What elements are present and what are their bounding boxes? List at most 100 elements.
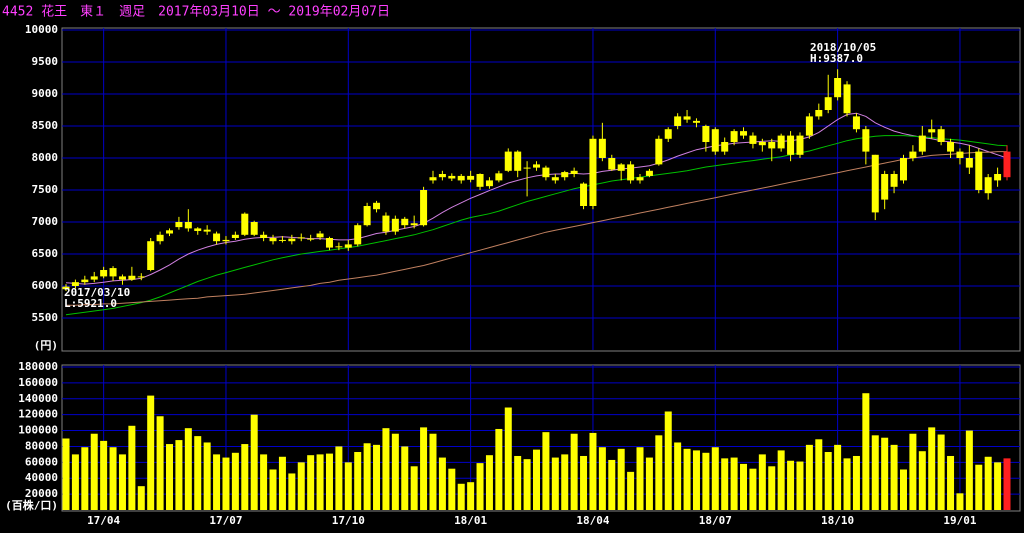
volume-bar xyxy=(62,438,70,510)
volume-bar xyxy=(561,454,569,510)
y-tick-label: 120000 xyxy=(18,408,58,421)
candle-body xyxy=(147,241,155,270)
candle-body xyxy=(429,177,437,181)
candle-body xyxy=(175,222,183,228)
volume-bar xyxy=(325,453,333,510)
candle-body xyxy=(711,129,719,152)
volume-bar xyxy=(194,436,202,510)
volume-bar xyxy=(702,452,710,510)
candle-body xyxy=(909,151,917,158)
volume-bar xyxy=(542,432,550,510)
y-tick-label: 6500 xyxy=(32,247,59,260)
y-tick-label: 5500 xyxy=(32,311,59,324)
volume-bar xyxy=(260,454,268,510)
candle-body xyxy=(495,173,503,181)
volume-bar xyxy=(994,462,1002,510)
volume-bar xyxy=(250,414,258,510)
candle-body xyxy=(213,233,221,242)
candle-body xyxy=(391,218,399,232)
volume-bar xyxy=(514,455,522,510)
candle-body xyxy=(278,239,286,241)
volume-bar xyxy=(335,446,343,510)
candle-body xyxy=(344,244,352,248)
y-tick-label: 140000 xyxy=(18,392,58,405)
volume-bar xyxy=(523,459,531,510)
candle-body xyxy=(645,170,653,176)
candle-body xyxy=(184,222,192,229)
volume-bar xyxy=(768,466,776,510)
candle-body xyxy=(636,177,644,181)
volume-bar xyxy=(118,454,126,510)
y-axis-label: (円) xyxy=(34,339,58,352)
candle-body xyxy=(476,174,484,187)
moving-average-line xyxy=(65,135,1008,316)
volume-bar xyxy=(391,433,399,510)
candle-body xyxy=(250,222,258,235)
candle-body xyxy=(815,110,823,117)
candle-body xyxy=(523,167,531,169)
x-tick-label: 19/01 xyxy=(943,514,976,527)
volume-bar xyxy=(203,442,211,510)
volume-bar xyxy=(617,448,625,510)
candle-body xyxy=(598,138,606,158)
candle-body xyxy=(768,142,776,149)
volume-bar xyxy=(457,483,465,510)
volume-bar xyxy=(363,443,371,510)
y-tick-label: 9000 xyxy=(32,87,59,100)
volume-bar xyxy=(909,433,917,510)
candle-body xyxy=(316,233,324,238)
candle-body xyxy=(890,174,898,187)
volume-bar xyxy=(269,469,277,510)
volume-bar xyxy=(316,454,324,510)
moving-average-line xyxy=(66,151,1007,306)
volume-bar xyxy=(137,486,145,510)
candle-body xyxy=(542,167,550,178)
candle-body xyxy=(655,138,663,165)
volume-bar xyxy=(937,434,945,510)
volume-bar xyxy=(551,457,559,510)
volume-bar xyxy=(758,454,766,510)
volume-bar xyxy=(156,416,164,510)
candle-body xyxy=(570,170,578,174)
candle-body xyxy=(918,135,926,152)
volume-bar xyxy=(796,461,804,510)
volume-bar xyxy=(382,428,390,510)
candle-body xyxy=(448,175,456,179)
annotation-text: H:9387.0 xyxy=(810,52,863,65)
chart-title: 4452 花王 東１ 週足 2017年03月10日 ～ 2019年02月07日 xyxy=(2,4,390,20)
candle-body xyxy=(137,276,145,278)
candle-body xyxy=(325,238,333,248)
volume-bar xyxy=(956,493,964,510)
annotation-date: 2017/03/10 xyxy=(64,286,130,299)
volume-bar xyxy=(947,455,955,510)
volume-bar xyxy=(166,444,174,510)
y-tick-label: 10000 xyxy=(25,23,58,36)
volume-bar xyxy=(288,473,296,510)
candle-body xyxy=(457,175,465,181)
candle-body xyxy=(410,223,418,226)
candle-body xyxy=(203,229,211,232)
candle-body xyxy=(796,135,804,155)
candle-body xyxy=(231,234,239,238)
candle-body xyxy=(740,131,748,136)
candle-body xyxy=(787,135,795,155)
candle-body xyxy=(90,276,98,280)
candle-body xyxy=(354,225,362,245)
volume-bar xyxy=(429,433,437,510)
x-tick-label: 17/10 xyxy=(332,514,365,527)
volume-bar xyxy=(373,444,381,510)
y-tick-label: 7000 xyxy=(32,215,59,228)
y-tick-label: 80000 xyxy=(25,439,58,452)
candle-body xyxy=(692,120,700,123)
volume-bar xyxy=(401,446,409,510)
volume-bar xyxy=(852,455,860,510)
candle-body xyxy=(467,175,475,180)
candle-body xyxy=(965,158,973,168)
candle-body xyxy=(805,116,813,136)
candle-body xyxy=(937,129,945,142)
volume-bar xyxy=(740,463,748,510)
candle-body xyxy=(297,237,305,239)
volume-bar xyxy=(928,427,936,510)
candle-body xyxy=(118,276,126,280)
x-tick-label: 18/10 xyxy=(821,514,854,527)
